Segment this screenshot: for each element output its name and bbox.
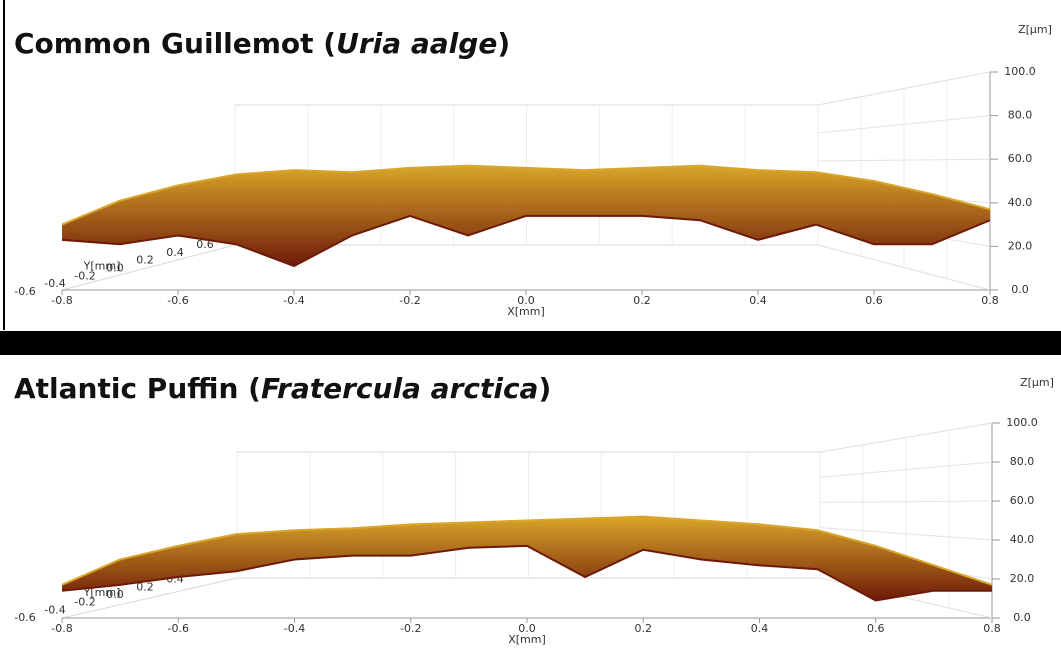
y-tick-label: -0.4 [44,603,65,616]
y-tick-label: 0.4 [166,246,184,259]
x-tick-label: -0.2 [400,622,421,635]
x-tick-label: -0.2 [399,294,420,307]
title-part: ) [538,372,551,405]
x-tick-label: -0.4 [283,294,304,307]
z-tick-label: 0.0 [1013,611,1031,624]
z-axis-label: Z[µm] [1018,23,1052,36]
panel-title: Common Guillemot (Uria aalge) [14,27,510,60]
panel-title: Atlantic Puffin (Fratercula arctica) [14,372,551,405]
z-tick-label: 20.0 [1010,572,1035,585]
z-tick-label: 40.0 [1010,533,1035,546]
z-tick-label: 0.0 [1011,283,1029,296]
title-part: Atlantic Puffin ( [14,372,261,405]
y-tick-label: -0.6 [14,285,35,298]
x-tick-label: 0.8 [983,622,1001,635]
y-tick-label: -0.4 [44,277,65,290]
z-tick-label: 60.0 [1010,494,1035,507]
x-tick-label: 0.8 [981,294,999,307]
z-tick-label: 100.0 [1004,65,1036,78]
title-part: Common Guillemot ( [14,27,336,60]
title-part: ) [497,27,510,60]
x-tick-label: -0.4 [284,622,305,635]
x-tick-label: 0.4 [749,294,767,307]
x-tick-label: -0.6 [168,622,189,635]
x-tick-label: 0.4 [751,622,769,635]
z-tick-label: 40.0 [1008,196,1033,209]
x-tick-label: -0.6 [167,294,188,307]
title-part: Fratercula arctica [261,372,538,405]
title-part: Uria aalge [336,27,497,60]
z-axis-label: Z[µm] [1020,376,1054,389]
x-tick-label: 0.2 [635,622,653,635]
z-tick-label: 80.0 [1008,109,1033,122]
y-tick-label: -0.6 [14,611,35,624]
z-tick-label: 80.0 [1010,455,1035,468]
z-tick-label: 20.0 [1008,239,1033,252]
x-axis-label: X[mm] [507,305,545,318]
x-tick-label: 0.6 [865,294,883,307]
y-axis-label: Y[mm] [83,260,121,273]
figure: Common Guillemot (Uria aalge) 0.0 20.0 40.0… [0,0,1061,669]
x-tick-label: 0.6 [867,622,885,635]
y-tick-label: 0.2 [136,254,154,267]
z-tick-label: 100.0 [1006,416,1038,429]
separator [0,331,1061,355]
z-tick-label: 60.0 [1008,152,1033,165]
x-tick-label: 0.2 [633,294,651,307]
grid-line [820,501,992,502]
x-axis-label: X[mm] [508,633,546,646]
x-tick-label: -0.8 [51,622,72,635]
x-tick-label: -0.8 [51,294,72,307]
